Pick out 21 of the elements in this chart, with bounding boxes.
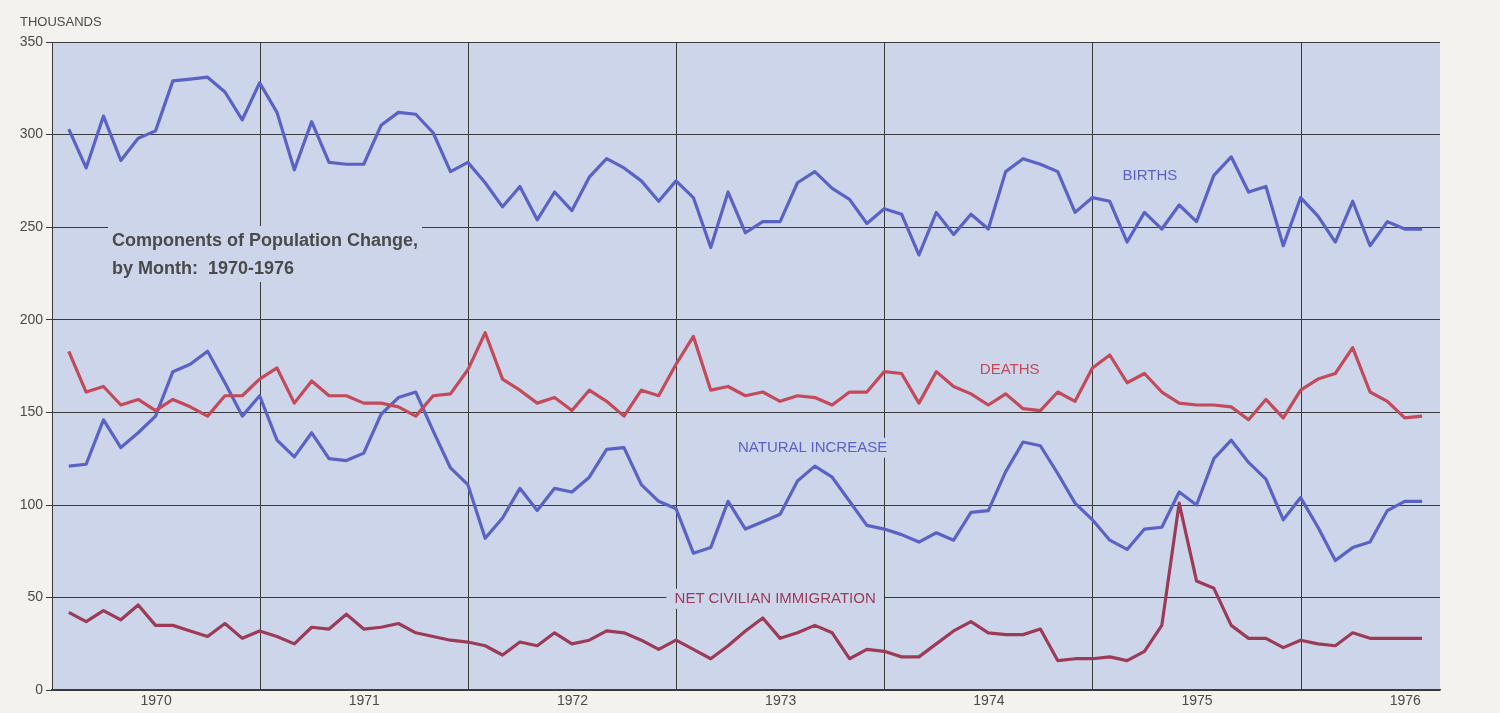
y-tick-label: 50	[27, 588, 44, 605]
x-tick-label: 1975	[1181, 692, 1213, 709]
x-tick-label: 1973	[765, 692, 797, 709]
series-label: BIRTHS	[1122, 166, 1178, 184]
y-tick-label: 250	[19, 218, 44, 235]
series-label: NATURAL INCREASE	[738, 437, 888, 455]
x-tick-label: 1974	[973, 692, 1005, 709]
y-tick-label: 100	[19, 495, 44, 512]
x-tick-label: 1971	[348, 692, 381, 709]
x-tick-label: 1976	[1389, 692, 1422, 709]
y-tick-label: 300	[19, 125, 44, 142]
y-tick-label: 0	[35, 681, 44, 698]
y-tick-label: 150	[19, 403, 44, 420]
series-label: NET CIVILIAN IMMIGRATION	[674, 588, 876, 606]
x-tick-label: 1972	[556, 692, 589, 709]
y-tick-label: 200	[19, 310, 44, 327]
x-tick-label: 1970	[140, 692, 172, 709]
y-axis-title: THOUSANDS	[20, 14, 102, 29]
text: Components of Population Change, by Month: 1970-1976	[108, 226, 422, 282]
y-tick-label: 350	[19, 32, 44, 49]
series-label: DEATHS	[979, 360, 1040, 378]
